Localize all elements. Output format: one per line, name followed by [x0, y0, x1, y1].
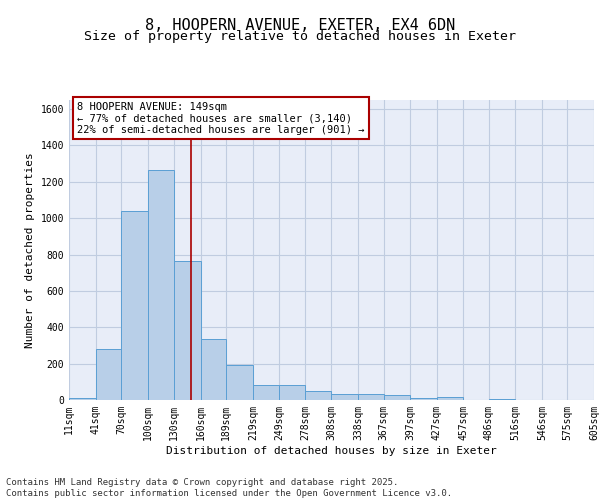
Bar	[200, 339, 226, 400]
Bar	[69, 398, 95, 400]
Bar	[305, 391, 331, 400]
Bar	[95, 349, 121, 400]
Text: 8 HOOPERN AVENUE: 149sqm
← 77% of detached houses are smaller (3,140)
22% of sem: 8 HOOPERN AVENUE: 149sqm ← 77% of detach…	[77, 102, 364, 134]
Bar	[226, 366, 253, 400]
Bar	[489, 399, 515, 400]
X-axis label: Distribution of detached houses by size in Exeter: Distribution of detached houses by size …	[166, 446, 497, 456]
Bar	[174, 261, 200, 400]
Bar	[383, 396, 410, 400]
Bar	[358, 394, 383, 400]
Bar	[437, 398, 463, 400]
Bar	[121, 211, 148, 400]
Bar	[148, 170, 174, 400]
Text: Size of property relative to detached houses in Exeter: Size of property relative to detached ho…	[84, 30, 516, 43]
Bar	[410, 398, 437, 400]
Bar	[331, 394, 358, 400]
Text: Contains HM Land Registry data © Crown copyright and database right 2025.
Contai: Contains HM Land Registry data © Crown c…	[6, 478, 452, 498]
Bar	[253, 386, 280, 400]
Y-axis label: Number of detached properties: Number of detached properties	[25, 152, 35, 348]
Text: 8, HOOPERN AVENUE, EXETER, EX4 6DN: 8, HOOPERN AVENUE, EXETER, EX4 6DN	[145, 18, 455, 32]
Bar	[280, 386, 305, 400]
